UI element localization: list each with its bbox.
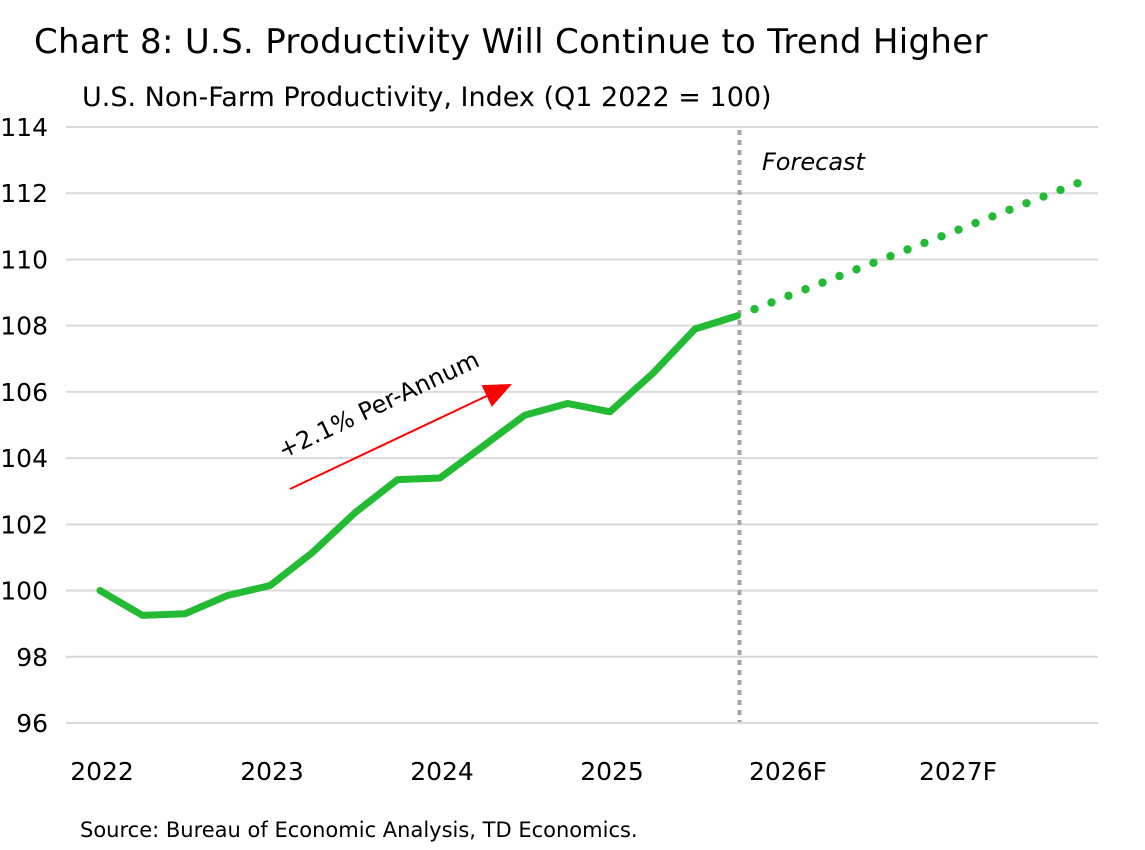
growth-arrow-line (289, 395, 488, 490)
forecast-dot (937, 232, 946, 241)
annotations: Forecast+2.1% Per-Annum (274, 148, 867, 490)
forecast-dot (1073, 179, 1082, 188)
x-tick-label: 2023 (240, 757, 304, 786)
forecast-dot (750, 304, 759, 314)
series-layer (96, 179, 1082, 619)
y-tick-label: 102 (0, 510, 48, 539)
series-line-forecast (750, 179, 1082, 314)
growth-arrowhead (481, 384, 512, 407)
y-tick-label: 104 (0, 444, 48, 473)
forecast-dot (1056, 185, 1065, 195)
y-tick-label: 110 (0, 245, 48, 274)
forecast-dot (767, 298, 776, 307)
forecast-dot (1022, 198, 1031, 208)
x-tick-label: 2024 (410, 757, 474, 786)
gridlines (66, 126, 1098, 724)
y-tick-label: 96 (16, 709, 48, 738)
forecast-dot (971, 218, 980, 228)
forecast-dot (1039, 192, 1048, 201)
chart-subtitle: U.S. Non-Farm Productivity, Index (Q1 20… (82, 82, 772, 113)
y-tick-label: 108 (0, 312, 48, 341)
y-tick-label: 98 (16, 643, 48, 672)
x-tick-label: 2026F (749, 757, 827, 786)
y-tick-label: 100 (0, 577, 48, 606)
y-tick-label: 112 (0, 179, 48, 208)
series-line-actual (96, 312, 741, 619)
forecast-dot (818, 278, 827, 287)
y-axis-tick-labels: 96 98 100 102 104 106 108 110 112 114 (0, 113, 48, 738)
x-tick-label: 2027F (919, 757, 997, 786)
forecast-dot (835, 271, 844, 281)
x-axis-tick-labels: 2022 2023 2024 2025 2026F 2027F (70, 757, 997, 786)
forecast-label: Forecast (762, 148, 867, 176)
y-tick-label: 114 (0, 113, 48, 142)
chart-title: Chart 8: U.S. Productivity Will Continue… (34, 22, 988, 62)
forecast-dot (988, 212, 997, 221)
y-tick-label: 106 (0, 378, 48, 407)
source-note: Source: Bureau of Economic Analysis, TD … (80, 818, 638, 842)
forecast-dot (852, 265, 861, 274)
forecast-dot (1005, 205, 1014, 214)
forecast-dot (886, 251, 895, 261)
forecast-dot (801, 285, 810, 294)
forecast-dot (954, 225, 963, 234)
x-tick-label: 2025 (580, 757, 644, 786)
forecast-dot (920, 238, 929, 248)
forecast-dot (869, 258, 878, 267)
forecast-dot (784, 291, 793, 301)
x-tick-label: 2022 (70, 757, 134, 786)
forecast-dot (903, 245, 912, 254)
